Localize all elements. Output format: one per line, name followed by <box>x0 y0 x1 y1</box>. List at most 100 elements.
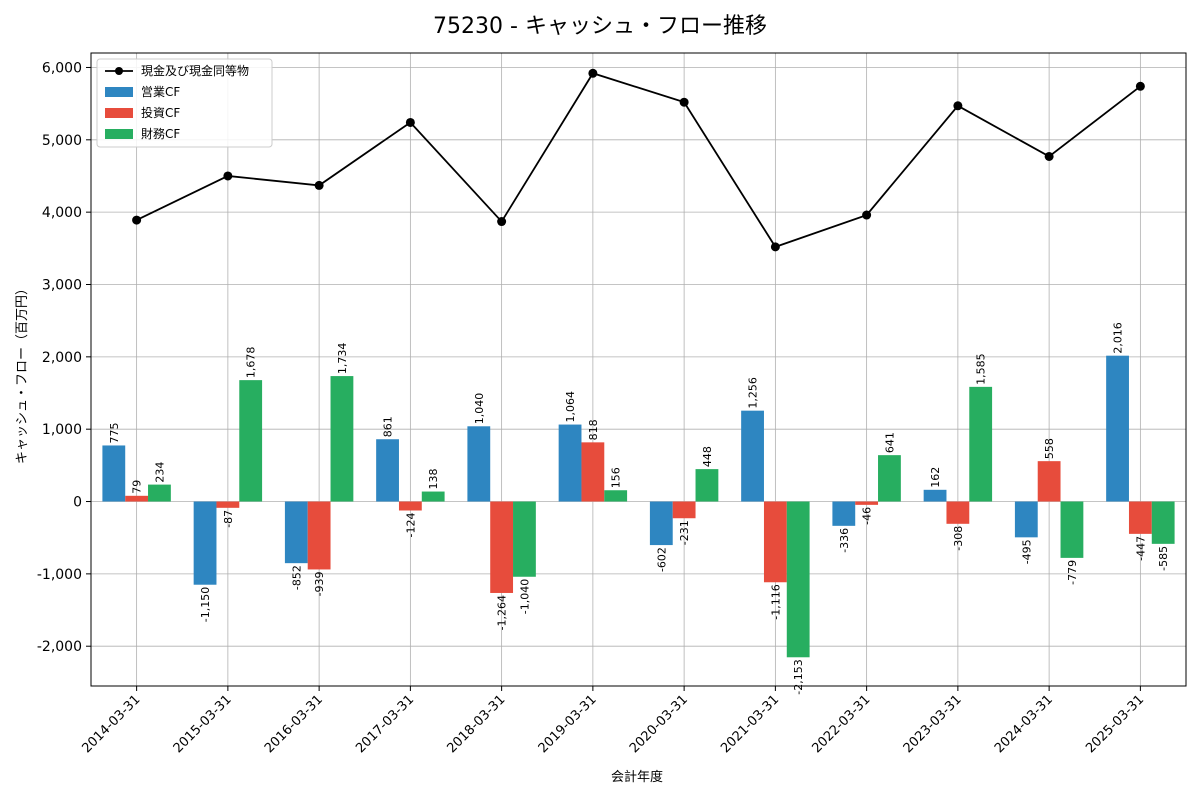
operating-cf-bar <box>558 424 582 502</box>
x-tick-label: 2024-03-31 <box>992 692 1056 756</box>
x-tick-label: 2017-03-31 <box>353 692 417 756</box>
cash-equivalents-point <box>132 215 142 225</box>
legend-swatch <box>105 87 133 97</box>
financing-cf-bar <box>421 491 445 502</box>
financing-cf-bar <box>513 501 536 577</box>
legend-label: 財務CF <box>141 126 180 141</box>
investing-cf-bar <box>672 501 696 519</box>
operating-cf-bar <box>741 410 764 502</box>
financing-cf-value-label: 1,585 <box>975 353 988 385</box>
operating-cf-value-label: -602 <box>655 547 668 572</box>
y-tick-label: 1,000 <box>42 422 82 438</box>
legend-marker <box>115 67 123 75</box>
cash-equivalents-point <box>497 217 507 227</box>
x-tick-label: 2025-03-31 <box>1083 692 1147 756</box>
x-tick-label: 2015-03-31 <box>171 692 235 756</box>
operating-cf-value-label: 1,064 <box>564 391 577 423</box>
x-axis-title: 会計年度 <box>611 769 663 785</box>
cash-equivalents-point <box>953 101 963 111</box>
investing-cf-bar <box>1128 501 1152 534</box>
legend-label: 投資CF <box>141 105 180 120</box>
cash-equivalents-point <box>1044 151 1054 161</box>
x-tick-label: 2020-03-31 <box>627 692 691 756</box>
y-tick-label: 6,000 <box>42 60 82 76</box>
y-tick-label: 0 <box>73 495 82 511</box>
investing-cf-value-label: -87 <box>222 510 235 528</box>
plot-frame <box>90 52 1187 687</box>
legend-box <box>96 58 273 148</box>
x-tick-label: 2023-03-31 <box>901 692 965 756</box>
x-tick-label: 2021-03-31 <box>718 692 782 756</box>
financing-cf-bar <box>878 455 901 502</box>
cash-equivalents-line <box>136 72 1141 248</box>
financing-cf-bar <box>330 376 354 502</box>
operating-cf-bar <box>467 426 491 502</box>
cash-equivalents-point <box>1135 81 1145 91</box>
financing-cf-bar <box>1151 501 1175 544</box>
investing-cf-bar <box>581 442 605 502</box>
legend-label: 営業CF <box>141 85 180 99</box>
operating-cf-value-label: 2,016 <box>1112 322 1125 354</box>
cash-equivalents-point <box>588 68 598 78</box>
chart-title: 75230 - キャッシュ・フロー推移 <box>433 14 767 39</box>
financing-cf-value-label: 234 <box>153 462 166 483</box>
investing-cf-value-label: -46 <box>861 507 874 525</box>
operating-cf-bar <box>376 439 399 502</box>
cash-equivalents-point <box>862 210 872 220</box>
x-tick-label: 2018-03-31 <box>444 692 508 756</box>
investing-cf-value-label: -1,264 <box>496 595 509 630</box>
cash-equivalents-point <box>679 97 689 107</box>
investing-cf-value-label: -447 <box>1134 536 1147 561</box>
investing-cf-value-label: -1,116 <box>769 584 782 619</box>
investing-cf-value-label: 818 <box>587 419 600 440</box>
operating-cf-bar <box>649 501 673 546</box>
operating-cf-bar <box>102 445 126 502</box>
x-tick-label: 2016-03-31 <box>262 692 326 756</box>
operating-cf-value-label: 162 <box>929 467 942 488</box>
financing-cf-bar <box>786 501 810 658</box>
cash-equivalents-point <box>223 171 233 181</box>
y-tick-label: 4,000 <box>42 205 82 221</box>
y-tick-label: -2,000 <box>37 639 82 655</box>
investing-cf-bar <box>946 501 970 524</box>
investing-cf-bar <box>763 501 787 583</box>
investing-cf-value-label: 79 <box>131 480 144 494</box>
operating-cf-bar <box>832 501 856 526</box>
legend-label: 現金及び現金同等物 <box>141 63 249 78</box>
operating-cf-bar <box>284 501 308 564</box>
financing-cf-value-label: 156 <box>610 467 623 488</box>
cash-equivalents-point <box>405 117 415 127</box>
financing-cf-value-label: 1,734 <box>336 343 349 375</box>
financing-cf-value-label: -1,040 <box>518 579 531 614</box>
investing-cf-bar <box>125 495 149 502</box>
bar-layer <box>102 355 1175 658</box>
x-tick-label: 2022-03-31 <box>809 692 873 756</box>
financing-cf-value-label: 138 <box>427 469 440 490</box>
investing-cf-value-label: -231 <box>678 520 691 545</box>
investing-cf-bar <box>1037 461 1061 502</box>
operating-cf-value-label: -852 <box>290 565 303 590</box>
cash-equivalents-point <box>314 180 324 190</box>
financing-cf-value-label: -779 <box>1066 560 1079 585</box>
operating-cf-bar <box>1106 355 1129 502</box>
y-tick-label: -1,000 <box>37 567 82 583</box>
y-tick-label: 5,000 <box>42 133 82 149</box>
investing-cf-value-label: -939 <box>313 571 326 596</box>
investing-cf-value-label: -124 <box>404 512 417 537</box>
operating-cf-value-label: 775 <box>108 422 121 443</box>
y-tick-label: 3,000 <box>42 277 82 293</box>
operating-cf-bar <box>1014 501 1038 538</box>
operating-cf-value-label: 1,040 <box>473 393 486 425</box>
bar-label-layer: 775 -1,150 -852 861 1,040 1,064 -602 1,256 -336 1… <box>108 322 1170 695</box>
investing-cf-bar <box>398 501 422 511</box>
financing-cf-value-label: 641 <box>883 432 896 453</box>
financing-cf-bar <box>239 380 263 502</box>
financing-cf-value-label: -2,153 <box>792 659 805 694</box>
investing-cf-value-label: 558 <box>1043 438 1056 459</box>
y-axis-title: キャッシュ・フロー（百万円） <box>15 282 30 464</box>
financing-cf-bar <box>1060 501 1084 558</box>
operating-cf-value-label: -336 <box>838 528 851 553</box>
